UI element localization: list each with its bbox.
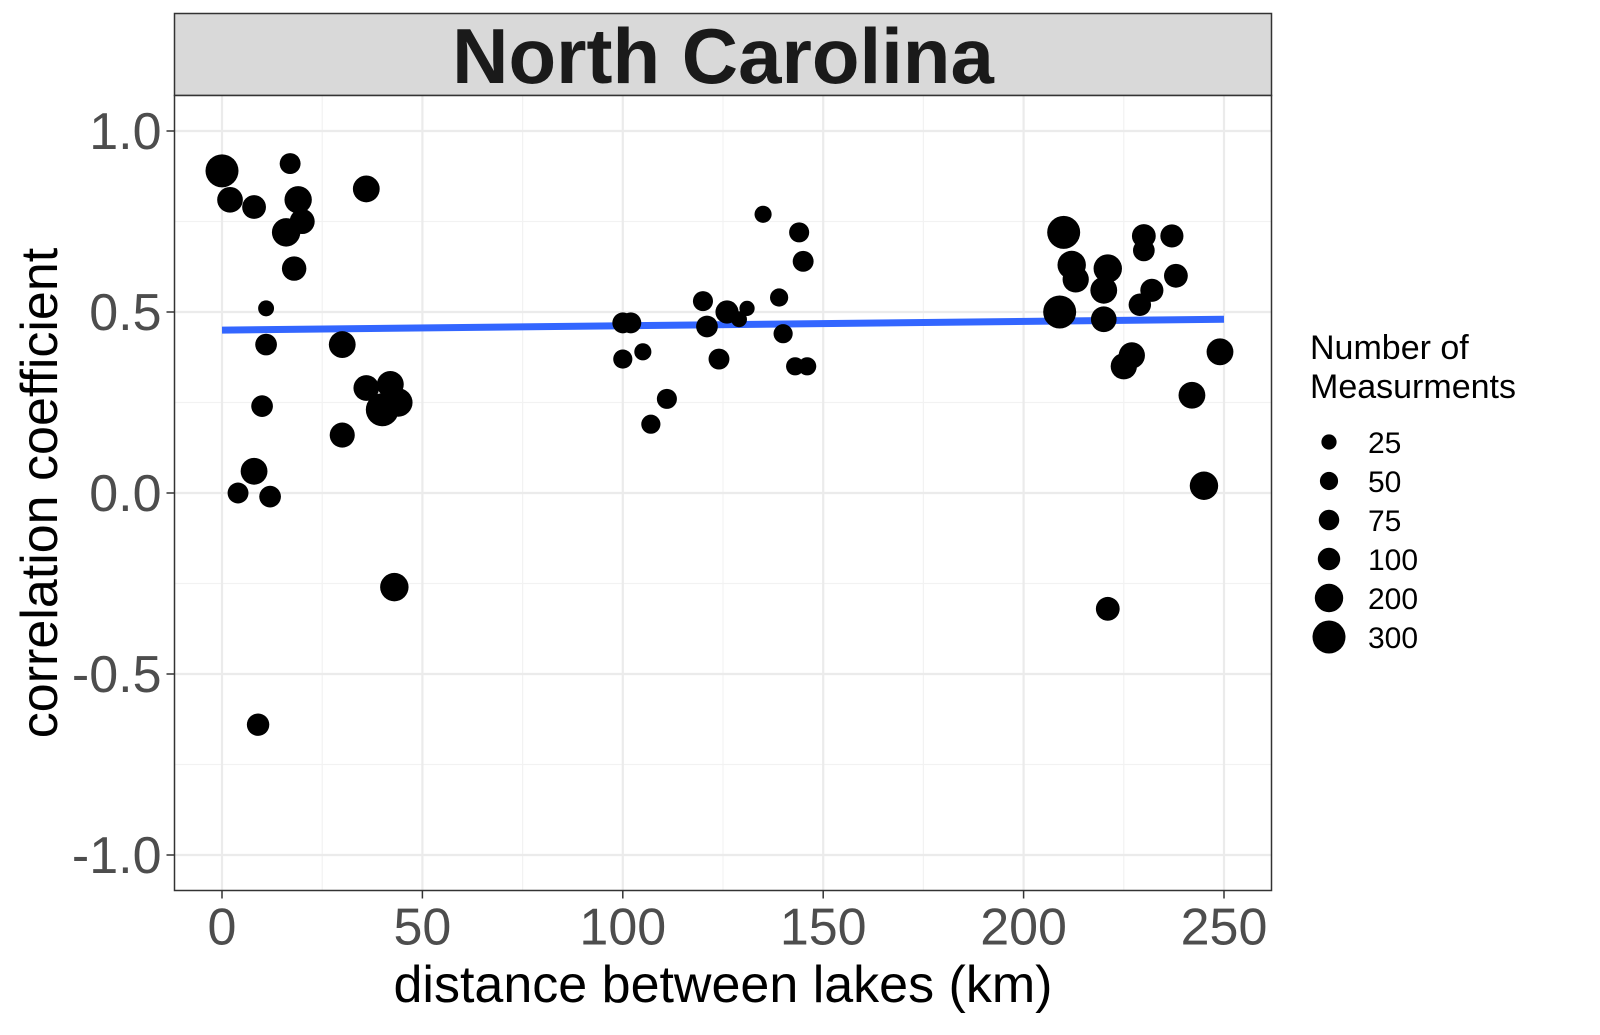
legend-title-line1: Number of: [1310, 329, 1469, 367]
y-tick-label: 1.0: [89, 103, 161, 161]
data-point: [365, 393, 399, 427]
data-point: [770, 288, 789, 307]
legend-label: 300: [1368, 622, 1418, 655]
data-point: [789, 222, 810, 243]
data-point: [708, 348, 730, 370]
data-point: [1095, 596, 1120, 621]
data-point: [692, 291, 713, 312]
y-tick-label: 0.5: [89, 284, 161, 342]
data-point: [353, 375, 380, 401]
x-tick-label: 250: [1181, 899, 1268, 957]
data-point: [255, 333, 277, 356]
data-point: [1132, 239, 1155, 262]
data-point: [352, 175, 380, 203]
data-point: [641, 414, 661, 434]
data-point: [620, 312, 642, 334]
y-tick-label: 0.0: [89, 465, 161, 523]
data-point: [731, 311, 747, 328]
data-point: [696, 315, 718, 338]
data-point: [271, 218, 301, 247]
data-point: [258, 300, 275, 317]
legend-title-line2: Measurments: [1310, 368, 1516, 406]
y-tick-label: -0.5: [72, 646, 162, 704]
data-point: [242, 195, 266, 219]
data-point: [246, 713, 270, 736]
data-point: [739, 300, 755, 316]
data-point: [328, 331, 356, 358]
legend: Number of Measurments 25 50 75 100 200 300: [1310, 329, 1516, 655]
x-axis-title: distance between lakes (km): [394, 956, 1053, 1014]
legend-key: [1314, 583, 1344, 613]
x-axis: 0 50 100 150 200 250: [208, 890, 1268, 957]
facet-strip: [173, 12, 1273, 97]
x-tick-label: 100: [579, 899, 666, 957]
data-point: [281, 256, 307, 281]
data-point: [227, 482, 249, 504]
x-tick-label: 150: [780, 899, 867, 957]
data-point: [656, 388, 677, 409]
data-point: [251, 395, 273, 417]
data-point: [634, 343, 652, 361]
y-axis: -1.0 -0.5 0.0 0.5 1.0: [72, 103, 175, 885]
data-point: [1090, 306, 1117, 333]
data-point: [1189, 471, 1219, 500]
data-point: [613, 349, 633, 369]
legend-label: 200: [1368, 583, 1418, 616]
data-point: [1178, 381, 1206, 409]
data-point: [380, 572, 409, 602]
x-tick-label: 200: [980, 899, 1067, 957]
data-point: [1163, 263, 1188, 288]
legend-label: 25: [1368, 427, 1401, 460]
facet-title: North Carolina: [452, 12, 994, 100]
legend-key: [1318, 509, 1340, 531]
data-point: [1090, 276, 1118, 304]
data-point: [798, 357, 817, 376]
data-point: [1047, 215, 1081, 249]
y-tick-label: -1.0: [72, 827, 162, 885]
data-point: [1110, 353, 1137, 380]
x-tick-label: 0: [208, 899, 237, 957]
legend-key: [1321, 434, 1337, 450]
legend-label: 100: [1368, 544, 1418, 577]
legend-key: [1312, 620, 1346, 654]
data-point: [205, 154, 239, 188]
data-point: [217, 186, 243, 213]
legend-label: 75: [1368, 505, 1401, 538]
data-point: [773, 324, 793, 344]
data-point: [792, 250, 814, 272]
data-point: [329, 422, 355, 448]
legend-label: 50: [1368, 466, 1401, 499]
data-point: [1206, 338, 1234, 366]
data-point: [1062, 266, 1089, 293]
data-point: [754, 205, 772, 223]
data-point: [284, 186, 312, 214]
data-point: [1043, 295, 1077, 329]
grid-lines: [174, 95, 1272, 891]
data-point: [1160, 224, 1184, 248]
legend-key: [1319, 471, 1339, 491]
y-axis-title: correlation coefficient: [11, 247, 69, 738]
x-tick-label: 50: [393, 899, 451, 957]
data-point: [259, 485, 281, 508]
data-point: [1093, 254, 1122, 283]
data-point: [240, 457, 268, 485]
data-point: [1128, 293, 1152, 316]
legend-key: [1317, 547, 1341, 571]
data-point: [279, 153, 301, 175]
legend-entries: 25 50 75 100 200 300: [1312, 427, 1418, 655]
data-points: [205, 153, 1234, 736]
